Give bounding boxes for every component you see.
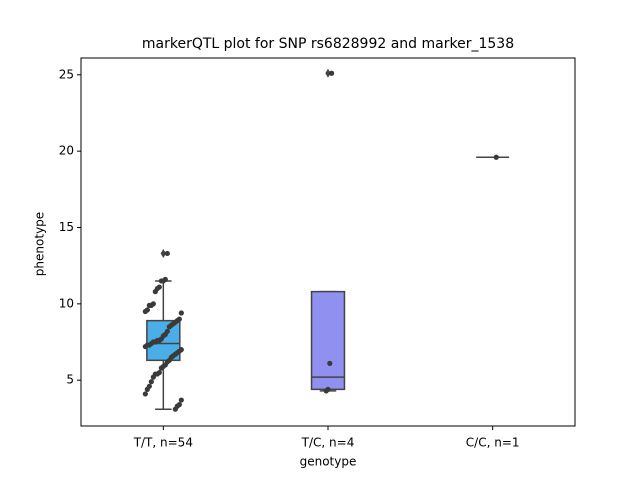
point [150,374,156,380]
point [158,365,164,371]
point [166,324,172,330]
x-tick-label: T/C, n=4 [301,436,355,450]
point [329,70,335,76]
x-axis-label: genotype [300,455,357,469]
outlier [325,68,331,78]
point [178,310,184,316]
outlier [160,248,167,258]
point [146,302,152,308]
y-axis-label: phenotype [33,212,47,276]
point [178,397,184,403]
x-tick-label: C/C, n=1 [466,436,520,450]
y-tick-label: 5 [66,373,74,387]
y-tick-label: 20 [59,144,74,158]
point [152,289,158,295]
y-tick-label: 15 [59,220,74,234]
y-tick-label: 25 [59,67,74,81]
point [144,386,150,392]
point [142,391,148,397]
point [323,388,329,394]
point [142,343,148,350]
point [172,406,178,412]
point [148,379,154,385]
point [493,154,499,160]
y-tick-label: 10 [59,296,74,310]
point [164,250,170,257]
box [310,290,346,391]
point [158,278,164,284]
point [142,308,148,315]
chart-title: markerQTL plot for SNP rs6828992 and mar… [142,36,514,52]
point [327,360,333,366]
x-tick-label: T/T, n=54 [133,436,193,450]
